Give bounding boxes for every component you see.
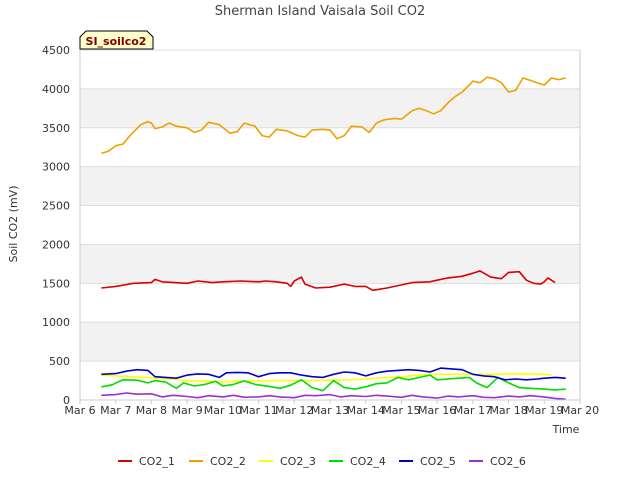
y-tick-label: 2500	[42, 200, 70, 213]
y-tick-label: 4500	[42, 44, 70, 57]
legend-label: CO2_2	[210, 455, 246, 468]
y-tick-label: 3000	[42, 161, 70, 174]
x-tick-label: Mar 20	[561, 404, 599, 417]
series-line-co2-5	[101, 367, 566, 381]
grid-band	[80, 166, 580, 206]
legend-label: CO2_4	[350, 455, 386, 468]
series-line-co2-6	[101, 392, 566, 400]
y-tick-label: 1000	[42, 316, 70, 329]
grid-band	[80, 88, 580, 128]
series-layer	[101, 76, 566, 400]
site-badge-label: SI_soilco2	[86, 35, 147, 48]
grid-band	[80, 322, 580, 362]
legend-item-co2-6: CO2_6	[469, 455, 526, 468]
x-tick-label: Mar 17	[454, 404, 492, 417]
gridlines	[80, 49, 580, 401]
legend-label: CO2_3	[280, 455, 316, 468]
x-tick-label: Mar 11	[239, 404, 277, 417]
series-line-co2-1	[101, 270, 556, 292]
x-tick-label: Mar 10	[204, 404, 242, 417]
y-tick-label: 0	[63, 394, 70, 407]
series-line-co2-3	[101, 373, 552, 383]
y-tick-label: 2000	[42, 238, 70, 251]
x-axis-label: Time	[552, 423, 580, 436]
legend-label: CO2_6	[490, 455, 526, 468]
legend-item-co2-3: CO2_3	[259, 455, 316, 468]
chart-title: Sherman Island Vaisala Soil CO2	[215, 4, 425, 19]
legend-label: CO2_1	[139, 455, 175, 468]
legend-item-co2-1: CO2_1	[118, 455, 175, 468]
site-badge-box	[79, 30, 154, 50]
grid-bands	[80, 50, 580, 400]
x-tick-label: Mar 18	[489, 404, 527, 417]
x-tick-label: Mar 7	[100, 404, 131, 417]
legend-item-co2-4: CO2_4	[329, 455, 386, 468]
x-tick-label: Mar 6	[64, 404, 95, 417]
grid-band	[80, 244, 580, 284]
axes: 0 500 1000 1500 2000 2500 3000 3500 4000 4500 Mar …	[42, 44, 599, 417]
legend-label: CO2_5	[420, 455, 456, 468]
site-badge: SI_soilco2	[79, 30, 154, 50]
y-axis-label: Soil CO2 (mV)	[7, 186, 20, 263]
y-tick-label: 3500	[42, 122, 70, 135]
x-tick-label: Mar 13	[311, 404, 349, 417]
x-tick-label: Mar 8	[136, 404, 167, 417]
series-line-co2-2	[101, 76, 566, 155]
x-tick-label: Mar 14	[347, 404, 385, 417]
legend: CO2_1 CO2_2 CO2_3 CO2_4 CO2_5 CO2_6	[118, 455, 526, 468]
y-tick-label: 500	[49, 355, 70, 368]
x-tick-label: Mar 15	[382, 404, 420, 417]
series-line-co2-4	[101, 374, 566, 392]
legend-item-co2-2: CO2_2	[189, 455, 246, 468]
y-tick-label: 1500	[42, 277, 70, 290]
x-tick-label: Mar 19	[525, 404, 563, 417]
x-tick-label: Mar 16	[418, 404, 456, 417]
x-tick-label: Mar 9	[172, 404, 203, 417]
y-tick-label: 4000	[42, 83, 70, 96]
legend-item-co2-5: CO2_5	[399, 455, 456, 468]
x-tick-label: Mar 12	[275, 404, 313, 417]
